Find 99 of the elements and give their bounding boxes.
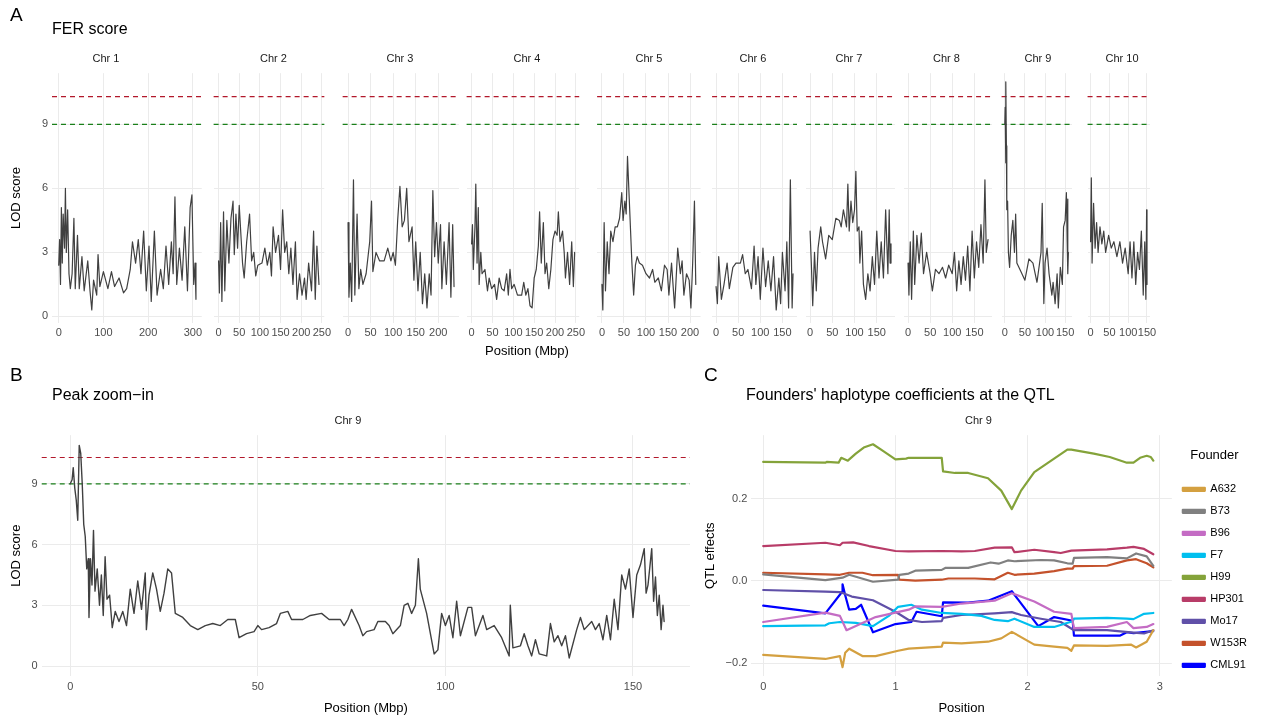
x-tick-label: 100 — [436, 679, 455, 692]
x-tick-label: 50 — [617, 326, 631, 339]
chart-subtitle: Chr 8 — [933, 51, 960, 64]
x-tick-label: 150 — [773, 326, 792, 339]
legend-label: H99 — [1210, 570, 1231, 583]
y-tick-label: 0.0 — [732, 573, 748, 586]
x-tick-label: 0 — [345, 326, 352, 339]
x-tick-label: 200 — [680, 326, 700, 339]
text: A — [10, 4, 23, 26]
legend-label: B96 — [1210, 526, 1230, 539]
x-tick-label: 300 — [183, 326, 202, 339]
chart-subtitle: Chr 9 — [334, 413, 362, 426]
x-tick-label: 100 — [94, 326, 113, 339]
y-tick-label: −0.2 — [725, 656, 748, 669]
x-tick-label: 50 — [1018, 326, 1032, 339]
chart-subtitle: Chr 5 — [635, 51, 663, 64]
x-tick-label: 250 — [312, 326, 332, 339]
x-tick-label: 0 — [1001, 326, 1008, 339]
y-tick-label: 3 — [41, 245, 48, 258]
x-tick-label: 0 — [1087, 326, 1094, 339]
x-axis-title: Position (Mbp) — [323, 699, 408, 715]
legend-label: A632 — [1210, 482, 1237, 495]
x-tick-label: 150 — [658, 326, 678, 339]
chart-subtitle: Chr 6 — [739, 51, 767, 64]
legend-title: Founder — [1190, 447, 1240, 463]
x-tick-label: 150 — [271, 326, 290, 339]
x-tick-label: 0 — [807, 326, 814, 339]
x-tick-label: 0 — [55, 326, 62, 339]
legend-label: Mo17 — [1210, 614, 1238, 627]
x-tick-label: 50 — [826, 326, 839, 339]
chart-title: Founders' haplotype coefficients at the QTL — [746, 386, 1055, 405]
x-tick-label: 0 — [713, 326, 720, 339]
x-tick-label: 1 — [892, 679, 899, 692]
x-axis-title: Position — [938, 699, 985, 715]
x-tick-label: 3 — [1156, 679, 1163, 692]
chart-subtitle: Chr 3 — [386, 51, 414, 64]
x-tick-label: 250 — [566, 326, 586, 339]
text: C — [704, 364, 718, 386]
x-tick-label: 100 — [845, 326, 864, 339]
x-tick-label: 100 — [1119, 326, 1138, 339]
x-tick-label: 50 — [924, 326, 937, 339]
x-tick-label: 0 — [598, 326, 606, 339]
y-axis-title: LOD score — [8, 166, 24, 230]
x-tick-label: 150 — [524, 326, 544, 339]
y-axis-title: LOD score — [8, 524, 24, 587]
x-tick-label: 100 — [943, 326, 962, 339]
x-tick-label: 50 — [732, 326, 745, 339]
chart-title: FER score — [52, 20, 128, 39]
y-tick-label: 0 — [31, 659, 38, 672]
legend-label: W153R — [1210, 636, 1248, 649]
x-axis-title: Position (Mbp) — [485, 343, 569, 359]
x-tick-label: 0 — [67, 679, 74, 692]
chart-subtitle: Chr 10 — [1105, 51, 1139, 64]
y-tick-label: 6 — [31, 537, 38, 550]
x-tick-label: 100 — [250, 326, 270, 339]
legend-label: F7 — [1210, 548, 1224, 561]
chart-subtitle: Chr 9 — [965, 413, 992, 426]
chart-subtitle: Chr 7 — [835, 51, 863, 64]
x-tick-label: 200 — [429, 326, 448, 339]
x-tick-label: 150 — [623, 679, 643, 692]
y-tick-label: 6 — [41, 181, 48, 194]
x-tick-label: 100 — [383, 326, 403, 339]
x-tick-label: 0 — [215, 326, 222, 339]
x-tick-label: 200 — [545, 326, 565, 339]
legend-label: B73 — [1210, 504, 1230, 517]
x-tick-label: 50 — [233, 326, 246, 339]
chart-title: Peak zoom−in — [52, 386, 154, 405]
text: B — [10, 364, 23, 386]
x-tick-label: 0 — [760, 679, 767, 692]
y-tick-label: 9 — [31, 476, 38, 489]
x-tick-label: 0 — [468, 326, 475, 339]
y-tick-label: 9 — [41, 117, 48, 130]
x-tick-label: 150 — [867, 326, 886, 339]
x-tick-label: 0 — [905, 326, 912, 339]
legend-label: CML91 — [1210, 658, 1246, 671]
x-tick-label: 150 — [1137, 326, 1157, 339]
x-tick-label: 200 — [292, 326, 311, 339]
y-axis-title: QTL effects — [702, 521, 718, 589]
y-tick-label: 0.2 — [732, 491, 748, 504]
chart-subtitle: Chr 2 — [260, 51, 287, 64]
x-tick-label: 100 — [636, 326, 656, 339]
x-tick-label: 50 — [1103, 326, 1116, 339]
x-tick-label: 50 — [486, 326, 499, 339]
y-tick-label: 3 — [31, 598, 38, 611]
chart-subtitle: Chr 9 — [1024, 51, 1052, 64]
legend-label: HP301 — [1210, 592, 1244, 605]
chart-subtitle: Chr 1 — [92, 51, 120, 64]
x-tick-label: 150 — [406, 326, 425, 339]
x-tick-label: 150 — [965, 326, 984, 339]
x-tick-label: 50 — [364, 326, 377, 339]
x-tick-label: 100 — [1035, 326, 1055, 339]
x-tick-label: 50 — [251, 679, 264, 692]
x-tick-label: 2 — [1024, 679, 1031, 692]
y-tick-label: 0 — [41, 309, 48, 322]
x-tick-label: 100 — [751, 326, 770, 339]
x-tick-label: 200 — [138, 326, 158, 339]
chart-subtitle: Chr 4 — [513, 51, 541, 64]
x-tick-label: 150 — [1055, 326, 1075, 339]
x-tick-label: 100 — [504, 326, 523, 339]
